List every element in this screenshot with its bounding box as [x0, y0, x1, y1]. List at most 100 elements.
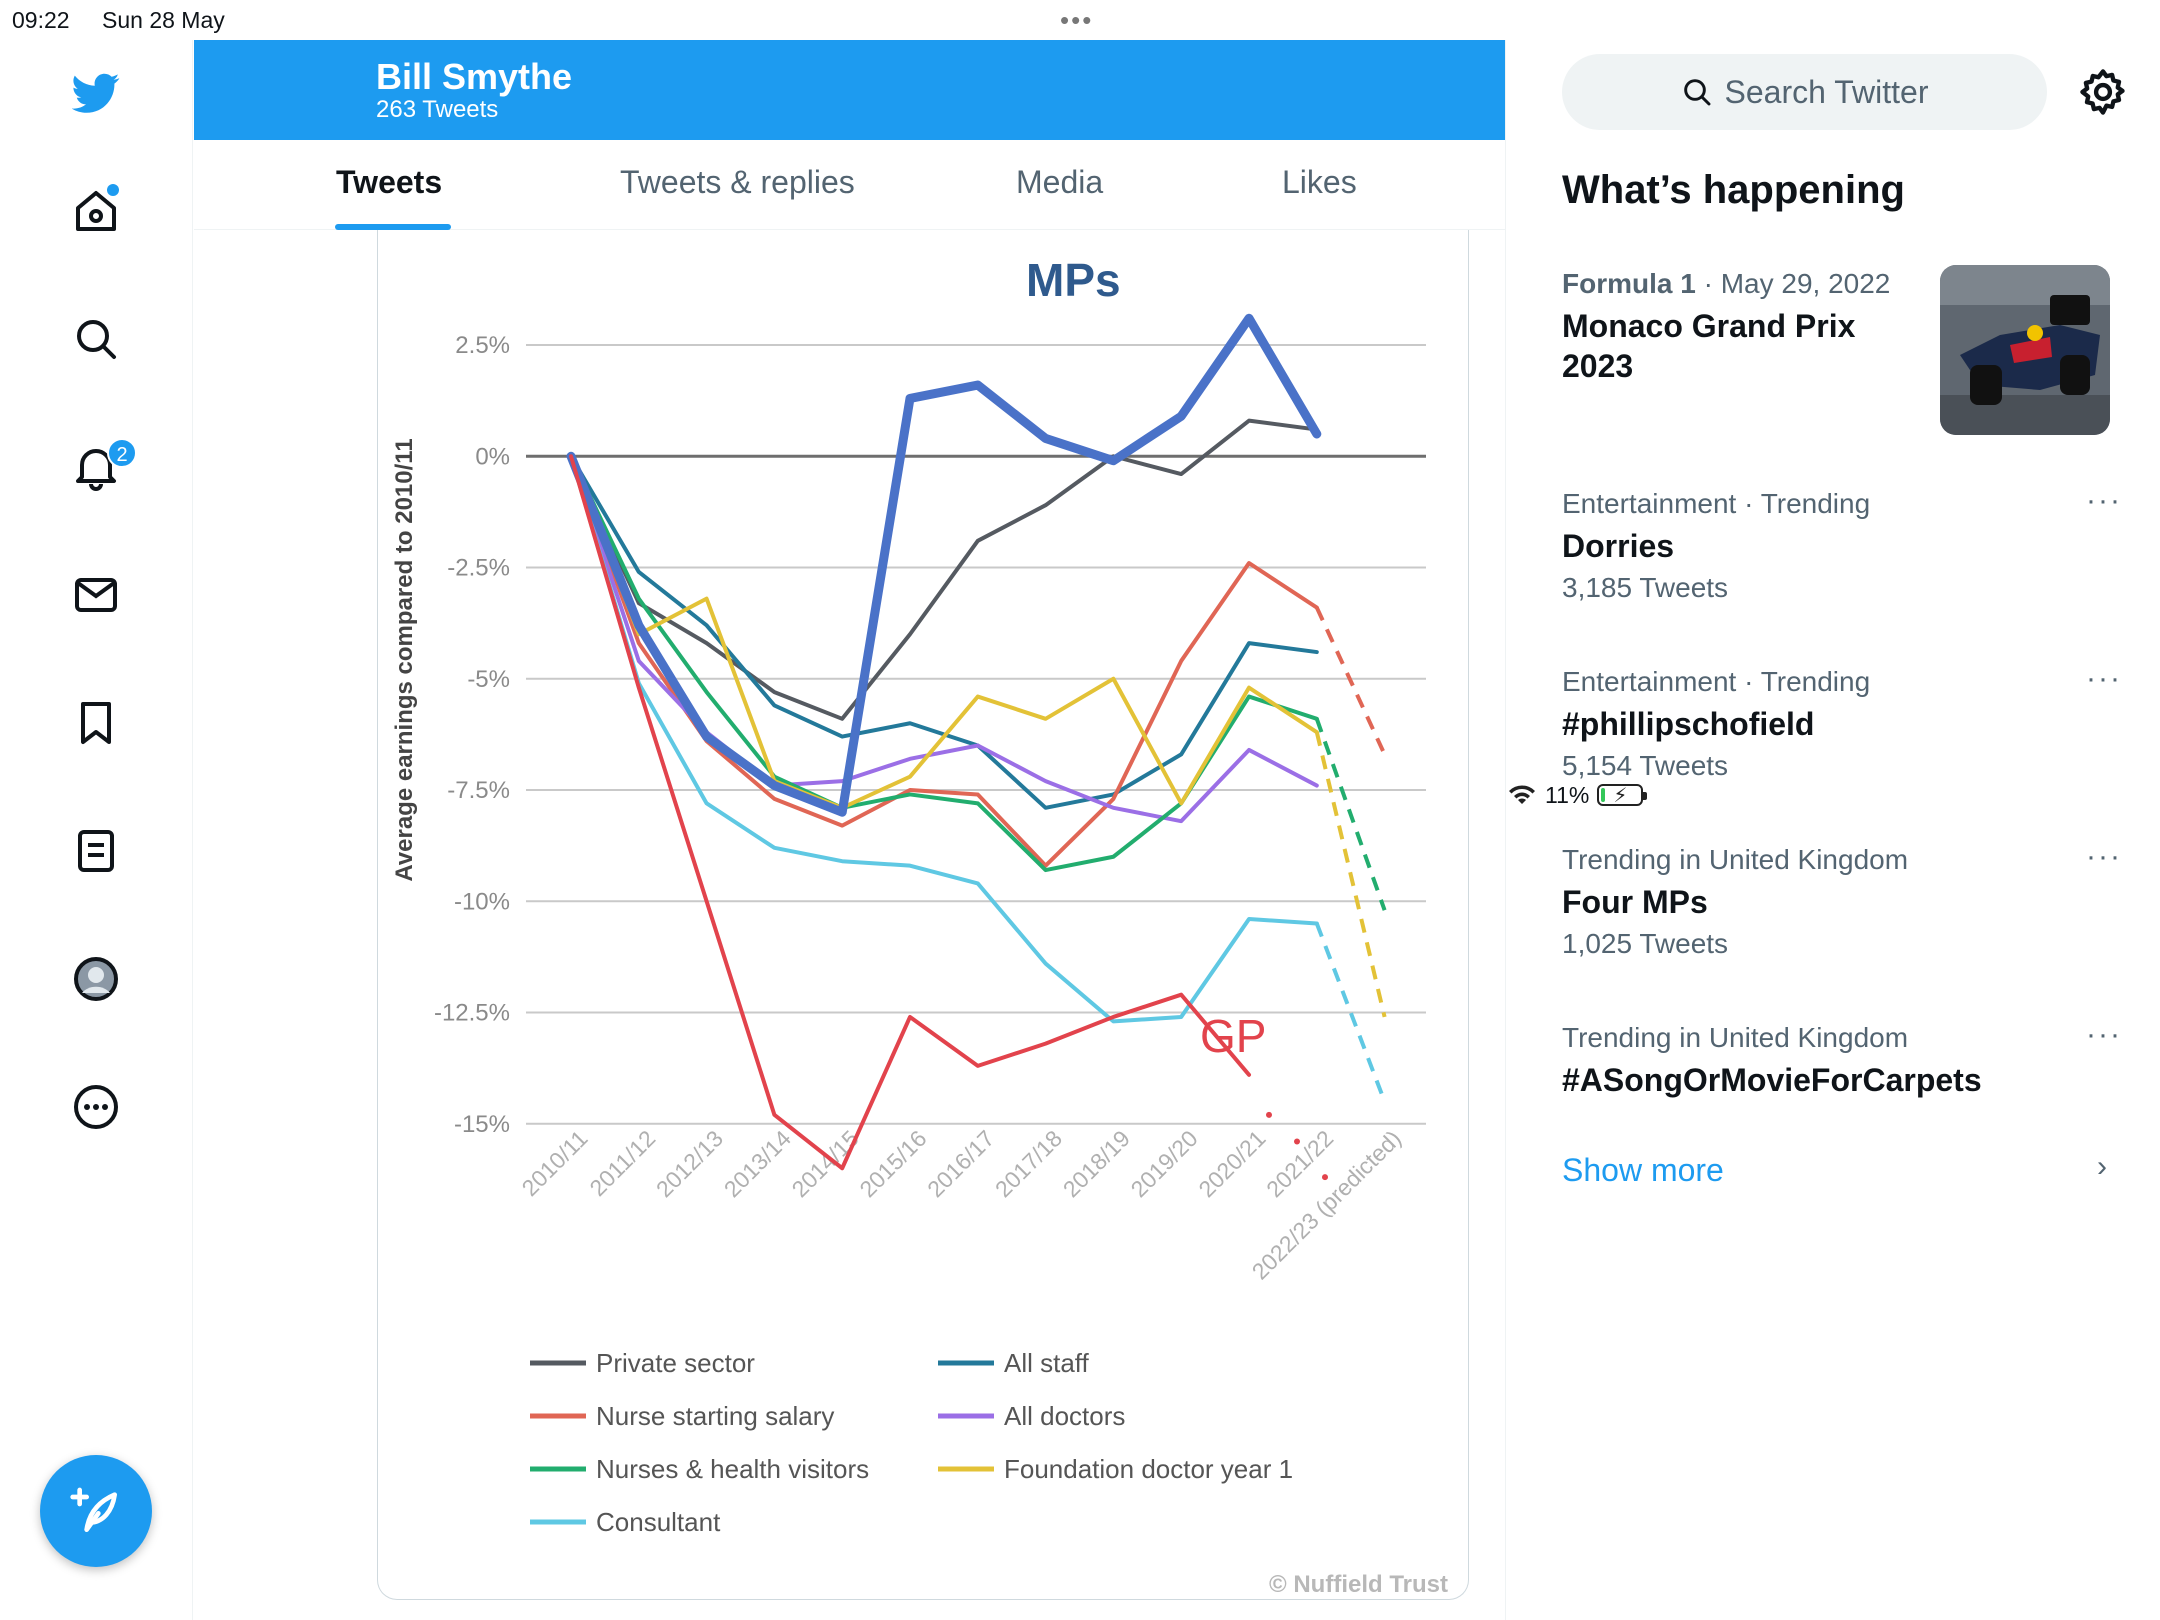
search-input[interactable]: Search Twitter [1562, 54, 2047, 130]
x-tick-label: 2019/20 [1126, 1125, 1203, 1202]
trend-topic: Dorries [1562, 528, 1675, 564]
x-tick-label: 2010/11 [517, 1125, 593, 1201]
nav-profile[interactable] [65, 948, 127, 1010]
x-tick-label: 2014/15 [787, 1125, 864, 1202]
battery-icon: ⚡ [1597, 784, 1648, 807]
y-tick-label: -7.5% [447, 777, 510, 804]
profile-header: Bill Smythe 263 Tweets [194, 40, 1505, 140]
x-tick-label: 2020/21 [1193, 1125, 1270, 1202]
whats-happening-title: What’s happening [1562, 168, 1905, 212]
home-icon [76, 191, 116, 231]
y-axis-label: Average earnings compared to 2010/11 [391, 438, 418, 881]
legend-label: Nurses & health visitors [596, 1454, 869, 1484]
series-line [569, 454, 1251, 1171]
tab-media[interactable]: Media [1016, 164, 1104, 200]
nav-bookmarks[interactable] [65, 692, 127, 754]
legend-label: Nurse starting salary [596, 1401, 834, 1431]
nav-messages[interactable] [65, 564, 127, 626]
twitter-bird-icon [72, 73, 120, 113]
series-line [569, 454, 1319, 1024]
more-options-icon[interactable]: ··· [2086, 840, 2122, 873]
avatar-icon [74, 957, 118, 1001]
multitasking-dots[interactable]: ••• [1060, 5, 1094, 35]
series-predicted-line [1314, 718, 1387, 911]
legend-label: All staff [1004, 1348, 1090, 1378]
legend-label: Private sector [596, 1348, 755, 1378]
trend-thumbnail-image[interactable] [1940, 265, 2110, 435]
left-navigation: 2 [0, 40, 193, 1620]
status-time: 09:22 [12, 7, 70, 33]
status-date: Sun 28 May [102, 7, 225, 33]
compose-tweet-button[interactable] [40, 1455, 152, 1567]
series-line [566, 313, 1322, 817]
earnings-line-chart: 2.5% 0% -2.5% -5% -7.5% -10% -12.5% -15% Average… [391, 254, 1448, 1598]
trend-topic: #phillipschofield [1562, 706, 1815, 742]
trend-category: Entertainment · Trending [1562, 488, 1871, 519]
nav-notifications[interactable]: 2 [65, 436, 137, 498]
trend-tweet-count: 3,185 Tweets [1562, 572, 1729, 603]
search-icon [77, 320, 116, 359]
y-tick-label: 2.5% [455, 332, 510, 359]
wifi-icon [1509, 785, 1535, 804]
series-line [569, 454, 1319, 810]
search-placeholder: Search Twitter [1724, 73, 1929, 110]
active-tab-indicator [335, 224, 451, 230]
chart-source-credit: © Nuffield Trust [1269, 1571, 1448, 1598]
x-tick-label: 2011/12 [584, 1125, 660, 1201]
nav-lists[interactable] [65, 820, 127, 882]
series-line [569, 454, 1319, 873]
trend-tweet-count: 5,154 Tweets [1562, 750, 1729, 781]
more-options-icon[interactable]: ··· [2086, 1018, 2122, 1051]
trend-topic: #ASongOrMovieForCarpets [1562, 1062, 1982, 1098]
more-options-icon[interactable]: ··· [2086, 662, 2122, 695]
bell-icon [76, 449, 116, 491]
tab-tweets-replies[interactable]: Tweets & replies [620, 164, 855, 200]
tab-tweets[interactable]: Tweets [336, 164, 443, 200]
y-tick-label: -5% [467, 666, 510, 693]
legend-label: All doctors [1004, 1401, 1125, 1431]
profile-name: Bill Smythe [376, 56, 573, 97]
nav-home[interactable] [65, 180, 127, 242]
x-tick-label: 2013/14 [719, 1125, 796, 1202]
profile-tabs: Tweets Tweets & replies Media Likes [194, 140, 1505, 230]
y-tick-label: -2.5% [447, 555, 510, 582]
tab-likes[interactable]: Likes [1282, 164, 1357, 200]
y-tick-label: -15% [454, 1111, 510, 1138]
series-line [569, 454, 1319, 810]
series-predicted-dot [1266, 1111, 1272, 1118]
x-tick-label: 2015/16 [854, 1125, 931, 1202]
bookmark-icon [81, 702, 111, 744]
settings-gear-icon[interactable] [2077, 66, 2129, 118]
trend-topic: Four MPs [1562, 884, 1708, 920]
show-more-link[interactable]: Show more [1562, 1152, 1724, 1188]
trend-item[interactable]: Trending in United Kingdom Four MPs 1,02… [1562, 840, 2122, 960]
notifications-badge: 2 [107, 438, 137, 468]
series-predicted-dot [1322, 1174, 1328, 1181]
trend-item[interactable]: Entertainment · Trending #phillipschofie… [1562, 662, 2122, 782]
more-options-icon[interactable]: ··· [2086, 484, 2122, 517]
x-tick-label: 2018/19 [1058, 1125, 1135, 1202]
trend-item[interactable]: Entertainment · Trending Dorries 3,185 T… [1562, 484, 2122, 604]
home-unread-dot [107, 184, 119, 196]
main-column: Bill Smythe 263 Tweets Tweets Tweets & r… [194, 40, 1506, 1620]
trend-item[interactable]: Trending in United Kingdom #ASongOrMovie… [1562, 1018, 2122, 1100]
status-right: 11% ⚡ [1507, 5, 2160, 1585]
series-predicted-line [1314, 606, 1387, 756]
annotation-mps: MPs [1026, 254, 1121, 306]
trend-item[interactable]: Formula 1 · May 29, 2022 Monaco Grand Pr… [1562, 268, 2122, 386]
x-tick-label: 2012/13 [651, 1125, 728, 1202]
y-tick-label: -12.5% [434, 1000, 510, 1027]
trend-tweet-count: 1,025 Tweets [1562, 928, 1729, 959]
chevron-right-icon: › [2097, 1150, 2107, 1183]
twitter-logo-icon[interactable] [65, 62, 127, 124]
legend-label: Foundation doctor year 1 [1004, 1454, 1293, 1484]
y-tick-label: 0% [475, 443, 510, 470]
tweet-media-card[interactable]: 2.5% 0% -2.5% -5% -7.5% -10% -12.5% -15% Average… [377, 230, 1469, 1600]
trend-topic: Monaco Grand Prix 2023 [1562, 308, 1856, 384]
nav-explore[interactable] [65, 308, 127, 370]
list-icon [78, 830, 114, 872]
series-predicted-dot [1294, 1138, 1300, 1145]
nav-more[interactable] [65, 1076, 127, 1138]
x-tick-label: 2017/18 [990, 1125, 1067, 1202]
feather-plus-icon [70, 1487, 117, 1532]
